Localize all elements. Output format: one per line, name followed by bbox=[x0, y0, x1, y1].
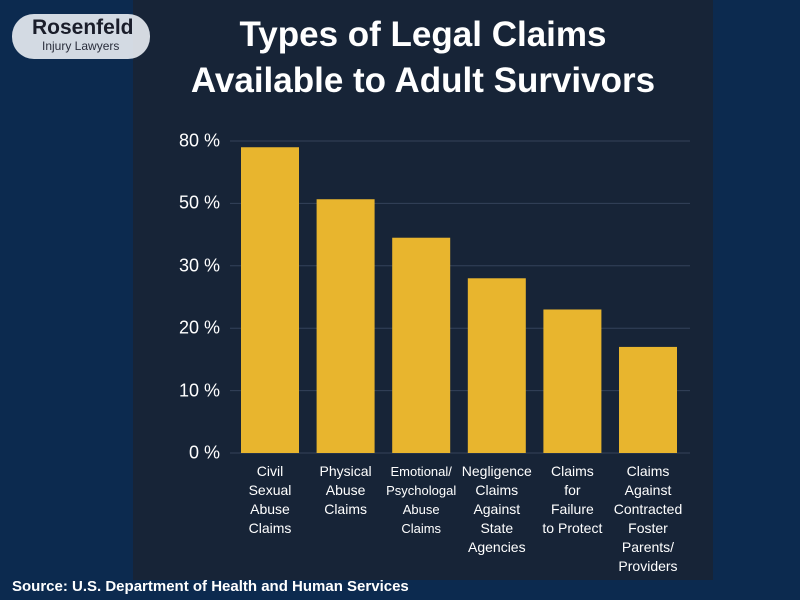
x-tick-label: Emotional/ Psychologal Abuse Claims bbox=[386, 464, 457, 536]
y-tick-label: 30 % bbox=[178, 255, 220, 276]
x-tick-label: Physical Abuse Claims bbox=[319, 463, 372, 517]
bar bbox=[543, 309, 602, 453]
y-tick-label: 20 % bbox=[178, 317, 220, 338]
logo-badge bbox=[12, 14, 150, 59]
y-tick-label: 0 % bbox=[188, 442, 220, 463]
chart-title: Types of Legal Claims Available to Adult… bbox=[190, 15, 656, 100]
logo-name: Rosenfeld bbox=[32, 16, 134, 39]
bar bbox=[316, 199, 375, 453]
source-note: Source: U.S. Department of Health and Hu… bbox=[12, 578, 409, 595]
x-tick-label: Claims for Failure to Protect bbox=[542, 463, 603, 536]
bar bbox=[467, 278, 526, 453]
x-tick-label: Civil Sexual Abuse Claims bbox=[248, 463, 292, 536]
y-tick-label: 50 % bbox=[178, 192, 220, 213]
y-tick-label: 10 % bbox=[178, 380, 220, 401]
y-tick-label: 80 % bbox=[178, 130, 220, 151]
bar bbox=[619, 346, 677, 453]
bar bbox=[241, 147, 299, 454]
x-tick-label: Negligence Claims Against State Agencies bbox=[461, 463, 532, 555]
logo-tagline: Injury Lawyers bbox=[42, 39, 120, 53]
x-tick-label: Claims Against Contracted Foster Parents… bbox=[613, 463, 683, 574]
bar bbox=[392, 237, 451, 453]
